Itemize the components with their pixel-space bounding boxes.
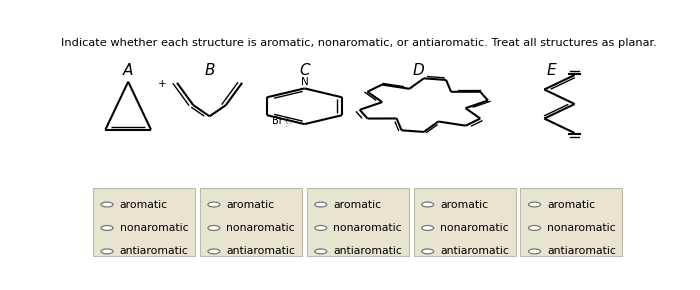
Text: +: + <box>158 79 166 89</box>
Text: E: E <box>547 63 556 78</box>
Text: antiaromatic: antiaromatic <box>440 246 509 256</box>
Text: nonaromatic: nonaromatic <box>333 223 402 233</box>
Text: antiaromatic: antiaromatic <box>547 246 616 256</box>
Text: B: B <box>204 63 215 78</box>
Circle shape <box>528 202 540 207</box>
Circle shape <box>421 226 433 231</box>
Text: nonaromatic: nonaromatic <box>547 223 615 233</box>
Circle shape <box>315 249 327 254</box>
Text: antiaromatic: antiaromatic <box>333 246 402 256</box>
Text: nonaromatic: nonaromatic <box>120 223 188 233</box>
Circle shape <box>528 226 540 231</box>
Text: :··: :·· <box>284 115 291 124</box>
Text: D: D <box>412 63 424 78</box>
Circle shape <box>208 249 220 254</box>
FancyBboxPatch shape <box>307 188 409 256</box>
Text: Br: Br <box>272 116 283 126</box>
Circle shape <box>208 202 220 207</box>
FancyBboxPatch shape <box>414 188 515 256</box>
Text: nonaromatic: nonaromatic <box>440 223 509 233</box>
Circle shape <box>421 202 433 207</box>
Text: N: N <box>300 77 309 87</box>
Circle shape <box>101 202 113 207</box>
Text: antiaromatic: antiaromatic <box>226 246 295 256</box>
Text: aromatic: aromatic <box>440 200 489 209</box>
Text: A: A <box>123 63 134 78</box>
Circle shape <box>101 226 113 231</box>
Text: C: C <box>299 63 310 78</box>
FancyBboxPatch shape <box>93 188 195 256</box>
Circle shape <box>101 249 113 254</box>
Text: aromatic: aromatic <box>226 200 274 209</box>
Circle shape <box>421 249 433 254</box>
FancyBboxPatch shape <box>520 188 622 256</box>
Text: nonaromatic: nonaromatic <box>226 223 295 233</box>
Circle shape <box>315 202 327 207</box>
Circle shape <box>315 226 327 231</box>
Text: :··: :·· <box>284 119 291 129</box>
Circle shape <box>528 249 540 254</box>
Text: antiaromatic: antiaromatic <box>120 246 188 256</box>
Text: aromatic: aromatic <box>547 200 595 209</box>
Text: aromatic: aromatic <box>120 200 167 209</box>
FancyBboxPatch shape <box>199 188 302 256</box>
Text: aromatic: aromatic <box>333 200 382 209</box>
Text: Indicate whether each structure is aromatic, nonaromatic, or antiaromatic. Treat: Indicate whether each structure is aroma… <box>61 38 657 48</box>
Circle shape <box>208 226 220 231</box>
